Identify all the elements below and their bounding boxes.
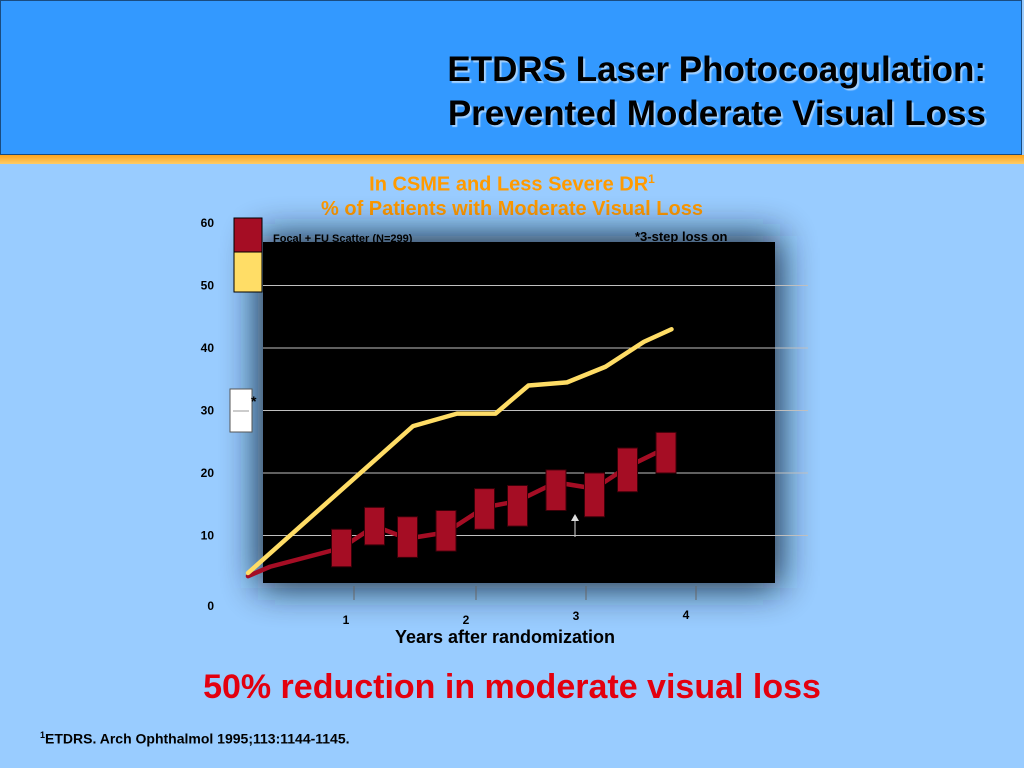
subtitle-line-1: In CSME and Less Severe DR1: [0, 167, 1024, 197]
error-box-4: [435, 510, 457, 552]
error-box-2: [364, 506, 385, 546]
y-tick-label-40: 40: [201, 341, 215, 355]
title-line-2: Prevented Moderate Visual Loss: [447, 94, 986, 133]
x-axis-label: Years after randomization: [394, 627, 616, 647]
reference-marker: 1: [40, 730, 46, 740]
title-banner: [0, 0, 1022, 155]
legend-label-fragment: Focal + FU Scatter (N=299): [273, 233, 413, 245]
error-box-8: [584, 472, 605, 518]
y-tick-label-20: 20: [201, 466, 215, 480]
conclusion-text: 50% reduction in moderate visual loss: [203, 668, 821, 706]
y-tick-label-0: 0: [207, 599, 214, 613]
title-line-1: ETDRS Laser Photocoagulation:: [447, 50, 986, 89]
y-tick-label-60: 60: [201, 216, 215, 230]
error-box-9: [617, 447, 638, 493]
error-box-1: [331, 528, 352, 568]
grid-lines: [263, 285, 808, 536]
y-tick-label-30: 30: [201, 404, 215, 418]
subtitle-line-2: % of Patients with Moderate Visual Loss: [321, 197, 703, 220]
x-tick-label-4: 4: [683, 608, 690, 622]
x-tick-label-1: 1: [343, 613, 350, 627]
y-tick-label-50: 50: [201, 279, 215, 293]
error-boxes: [331, 431, 677, 568]
error-box-10: [655, 431, 677, 474]
y-axis: 0 10 20 30 40 50 60: [201, 216, 215, 613]
x-tick-label-2: 2: [463, 613, 470, 627]
reference-text: ETDRS. Arch Ophthalmol 1995;113:1144-114…: [45, 730, 350, 747]
legend-swatch-deferred: [233, 251, 263, 293]
error-box-6: [507, 485, 528, 527]
error-box-7: [545, 469, 567, 511]
subtitle-line-1-text: In CSME and Less Severe DR: [369, 173, 649, 196]
accent-bar: [0, 155, 1024, 164]
error-box-3: [397, 516, 418, 558]
subtitle-footnote-marker: 1: [648, 172, 655, 186]
chart-subtitle: In CSME and Less Severe DR1 % of Patient…: [0, 167, 1024, 221]
slide-title: ETDRS Laser Photocoagulation: Prevented …: [447, 48, 986, 136]
error-box-5: [474, 488, 495, 530]
reference: 1ETDRS. Arch Ophthalmol 1995;113:1144-11…: [40, 730, 350, 747]
x-axis: 1 2 3 4: [343, 586, 697, 627]
x-tick-label-3: 3: [573, 609, 580, 623]
annotation-fragment: *3-step loss on: [635, 229, 728, 244]
y-tick-label-10: 10: [201, 529, 215, 543]
annotation-arrowhead: [571, 514, 579, 521]
asterisk-mark: *: [251, 393, 257, 409]
series-line-deferred: [245, 327, 674, 576]
legend-swatch-treated: [233, 217, 263, 253]
